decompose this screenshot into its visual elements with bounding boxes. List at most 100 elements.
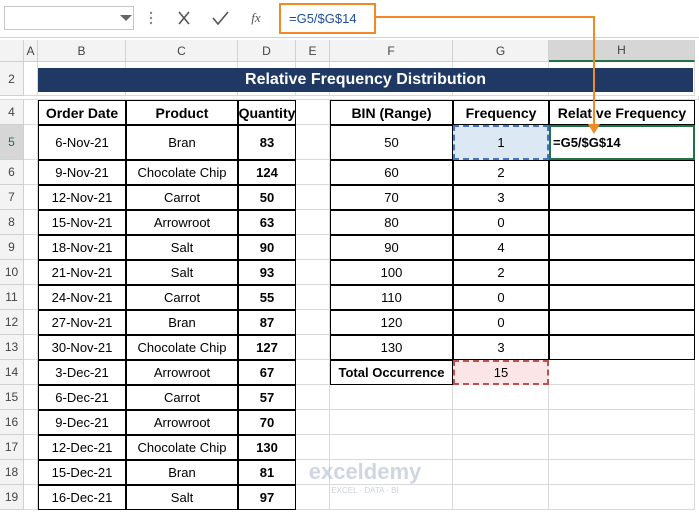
grid-cell <box>549 460 695 485</box>
table-cell: 6-Dec-21 <box>38 385 126 410</box>
grid-cell <box>296 310 330 335</box>
table-cell: 50 <box>238 185 296 210</box>
grid-cell <box>549 410 695 435</box>
total-label: Total Occurrence <box>330 360 453 385</box>
column-header: C <box>126 40 238 62</box>
grid-cell <box>453 385 549 410</box>
table-cell: 30-Nov-21 <box>38 335 126 360</box>
row-header: 11 <box>0 285 24 310</box>
table-cell: 63 <box>238 210 296 235</box>
grid-cell <box>296 435 330 460</box>
grid-cell <box>24 410 38 435</box>
table-cell: 9-Dec-21 <box>38 410 126 435</box>
table-cell: 3 <box>453 335 549 360</box>
table-cell: Arrowroot <box>126 360 238 385</box>
column-header: B <box>38 40 126 62</box>
table-cell <box>549 260 695 285</box>
table-header: Frequency <box>453 100 549 125</box>
column-header: H <box>549 40 695 62</box>
table-cell: 1 <box>453 125 549 160</box>
table-cell: 55 <box>238 285 296 310</box>
grid-cell <box>296 260 330 285</box>
table-cell: 16-Dec-21 <box>38 485 126 510</box>
row-header: 6 <box>0 160 24 185</box>
row-header: 9 <box>0 235 24 260</box>
table-header: Quantity <box>238 100 296 125</box>
grid-cell <box>549 435 695 460</box>
table-cell: 27-Nov-21 <box>38 310 126 335</box>
dropdown-arrow[interactable] <box>120 15 132 21</box>
table-cell: 24-Nov-21 <box>38 285 126 310</box>
name-box[interactable] <box>4 6 134 30</box>
table-cell: 110 <box>330 285 453 310</box>
grid-cell <box>296 210 330 235</box>
table-cell: 12-Dec-21 <box>38 435 126 460</box>
function-label[interactable]: fx <box>251 10 261 25</box>
table-cell: Salt <box>126 260 238 285</box>
table-cell: Arrowroot <box>126 210 238 235</box>
table-cell: 3 <box>453 185 549 210</box>
table-cell: 15-Nov-21 <box>38 210 126 235</box>
grid-cell <box>330 435 453 460</box>
table-cell: 0 <box>453 210 549 235</box>
grid-cell <box>296 385 330 410</box>
corner <box>0 40 24 62</box>
grid-cell <box>24 260 38 285</box>
formula-input[interactable]: =G5/$G$14 <box>279 3 376 34</box>
table-cell: 0 <box>453 310 549 335</box>
row-header: 14 <box>0 360 24 385</box>
table-cell: 2 <box>453 260 549 285</box>
grid-cell <box>24 385 38 410</box>
watermark-tagline: EXCEL · DATA · BI <box>331 485 399 495</box>
table-cell: 124 <box>238 160 296 185</box>
grid-cell <box>330 410 453 435</box>
grid-cell <box>24 460 38 485</box>
table-cell: 97 <box>238 485 296 510</box>
table-header: BIN (Range) <box>330 100 453 125</box>
row-header: 5 <box>0 125 24 160</box>
table-cell: Chocolate Chip <box>126 160 238 185</box>
table-cell: 18-Nov-21 <box>38 235 126 260</box>
grid-cell <box>296 410 330 435</box>
table-cell: 100 <box>330 260 453 285</box>
editing-cell: =G5/$G$14 <box>549 125 695 160</box>
enter-icon[interactable] <box>212 11 229 26</box>
table-cell: Chocolate Chip <box>126 335 238 360</box>
grid-cell <box>549 485 695 510</box>
grid-cell <box>296 285 330 310</box>
table-cell: 50 <box>330 125 453 160</box>
grid-cell <box>296 185 330 210</box>
row-header: 15 <box>0 385 24 410</box>
grid-cell <box>24 100 38 125</box>
grid-cell <box>296 160 330 185</box>
table-header: Relative Frequency <box>549 100 695 125</box>
table-cell <box>549 310 695 335</box>
grid-cell <box>549 385 695 410</box>
table-cell: Bran <box>126 125 238 160</box>
table-cell: 2 <box>453 160 549 185</box>
grid-cell <box>549 360 695 385</box>
grid-cell <box>24 285 38 310</box>
table-cell: Salt <box>126 485 238 510</box>
grid-cell <box>453 435 549 460</box>
table-cell: 6-Nov-21 <box>38 125 126 160</box>
grid-cell <box>296 235 330 260</box>
table-cell: 15-Dec-21 <box>38 460 126 485</box>
cancel-icon[interactable] <box>178 11 190 25</box>
grid-cell <box>24 360 38 385</box>
table-header: Product <box>126 100 238 125</box>
grid-cell <box>296 360 330 385</box>
table-cell <box>549 235 695 260</box>
table-header: Order Date <box>38 100 126 125</box>
table-cell: Arrowroot <box>126 410 238 435</box>
table-cell: 21-Nov-21 <box>38 260 126 285</box>
grid-cell <box>24 125 38 160</box>
table-cell: Chocolate Chip <box>126 435 238 460</box>
table-cell: Carrot <box>126 385 238 410</box>
row-header: 12 <box>0 310 24 335</box>
row-header: 17 <box>0 435 24 460</box>
table-cell: 83 <box>238 125 296 160</box>
table-cell: 3-Dec-21 <box>38 360 126 385</box>
grid-cell <box>453 410 549 435</box>
